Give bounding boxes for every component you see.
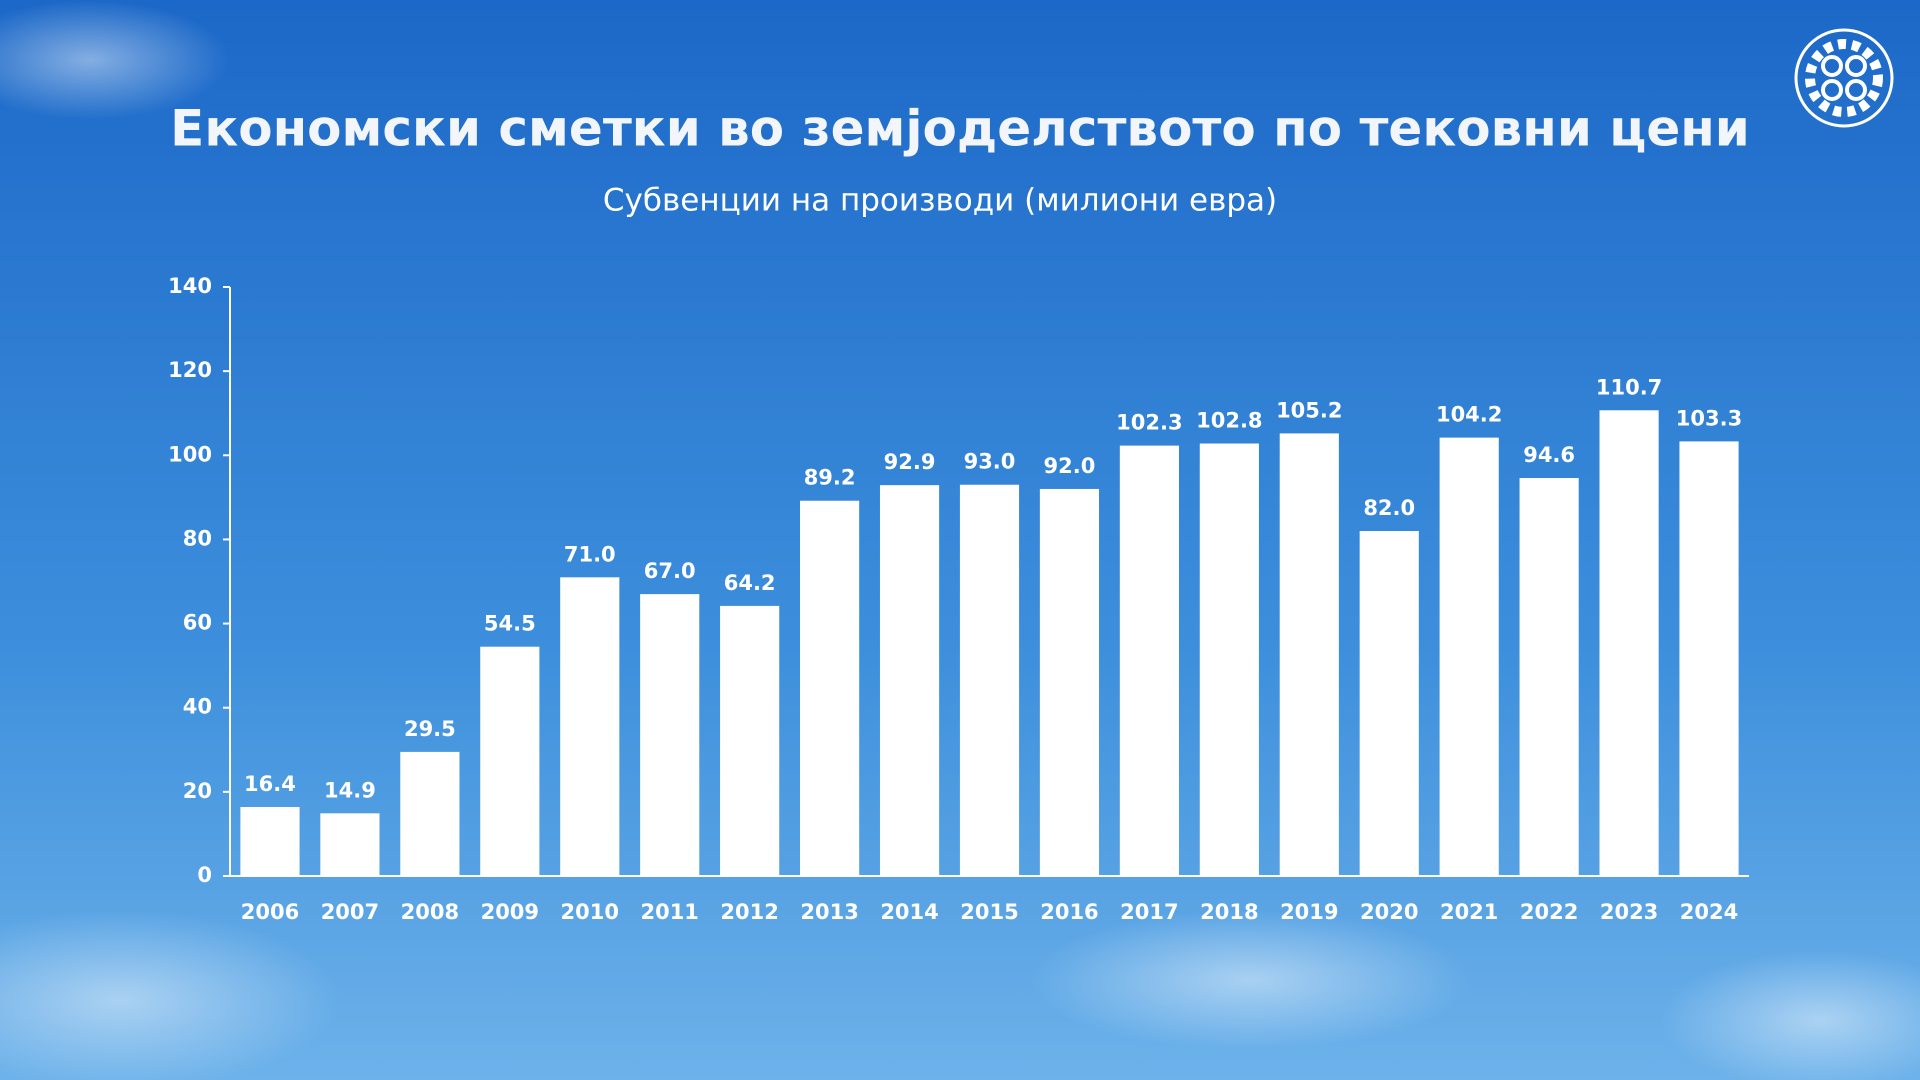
- x-tick-label: 2016: [1040, 900, 1098, 924]
- x-tick-label: 2020: [1360, 900, 1418, 924]
- value-label: 16.4: [244, 772, 296, 796]
- value-label: 102.3: [1116, 411, 1182, 435]
- bar: [1679, 441, 1739, 876]
- cloud: [0, 0, 230, 120]
- bar: [720, 605, 780, 876]
- x-tick-label: 2007: [321, 900, 379, 924]
- bar: [400, 751, 460, 876]
- bar: [1599, 410, 1659, 876]
- bar: [240, 807, 300, 876]
- cloud: [1030, 910, 1470, 1050]
- value-label: 104.2: [1436, 403, 1502, 427]
- x-tick-label: 2021: [1440, 900, 1498, 924]
- bar: [560, 577, 620, 876]
- y-tick-label: 140: [168, 274, 212, 298]
- value-label: 105.2: [1276, 398, 1342, 422]
- bar: [1199, 443, 1259, 876]
- y-tick-label: 100: [168, 442, 212, 466]
- y-tick-label: 120: [168, 358, 212, 382]
- y-tick-label: 80: [183, 526, 212, 550]
- y-tick-label: 0: [197, 863, 212, 887]
- bar: [320, 813, 380, 876]
- chart-subtitle: Субвенции на производи (милиони евра): [603, 183, 1277, 219]
- value-label: 14.9: [324, 778, 376, 802]
- x-tick-label: 2018: [1200, 900, 1258, 924]
- value-label: 93.0: [964, 450, 1016, 474]
- bar: [1279, 433, 1339, 876]
- value-label: 103.3: [1676, 406, 1742, 430]
- x-tick-label: 2013: [800, 900, 858, 924]
- bar: [879, 485, 940, 876]
- cloud: [1660, 950, 1920, 1080]
- bar: [1039, 488, 1100, 876]
- bar: [959, 484, 1020, 876]
- value-label: 29.5: [404, 717, 456, 741]
- x-tick-label: 2010: [561, 900, 619, 924]
- x-tick-label: 2006: [241, 900, 299, 924]
- x-tick-label: 2023: [1600, 900, 1658, 924]
- x-tick-label: 2022: [1520, 900, 1578, 924]
- value-label: 64.2: [724, 571, 776, 595]
- value-label: 71.0: [564, 542, 616, 566]
- y-tick-label: 20: [183, 779, 212, 803]
- x-tick-label: 2009: [481, 900, 539, 924]
- x-tick-label: 2019: [1280, 900, 1338, 924]
- x-tick-label: 2015: [960, 900, 1018, 924]
- bar: [800, 500, 860, 876]
- x-tick-label: 2012: [720, 900, 778, 924]
- bar: [1119, 445, 1179, 876]
- x-tick-label: 2017: [1120, 900, 1178, 924]
- cloud: [0, 910, 340, 1080]
- chart-title: Економски сметки во земјоделството по те…: [170, 100, 1750, 158]
- bar: [480, 646, 540, 876]
- bar: [640, 594, 700, 876]
- x-tick-label: 2014: [880, 900, 938, 924]
- value-label: 67.0: [644, 559, 696, 583]
- x-tick-label: 2008: [401, 900, 459, 924]
- bar: [1439, 437, 1499, 876]
- y-tick-label: 40: [183, 695, 212, 719]
- value-label: 94.6: [1523, 443, 1575, 467]
- y-tick-label: 60: [183, 611, 212, 635]
- bar: [1519, 478, 1579, 876]
- value-label: 92.9: [884, 450, 936, 474]
- bar: [1359, 531, 1419, 876]
- value-label: 54.5: [484, 612, 536, 636]
- value-label: 92.0: [1044, 454, 1096, 478]
- x-tick-label: 2024: [1680, 900, 1738, 924]
- value-label: 82.0: [1363, 496, 1415, 520]
- value-label: 110.7: [1596, 375, 1662, 399]
- value-label: 89.2: [804, 466, 856, 490]
- x-tick-label: 2011: [640, 900, 698, 924]
- value-label: 102.8: [1196, 409, 1262, 433]
- logo: [1794, 28, 1894, 128]
